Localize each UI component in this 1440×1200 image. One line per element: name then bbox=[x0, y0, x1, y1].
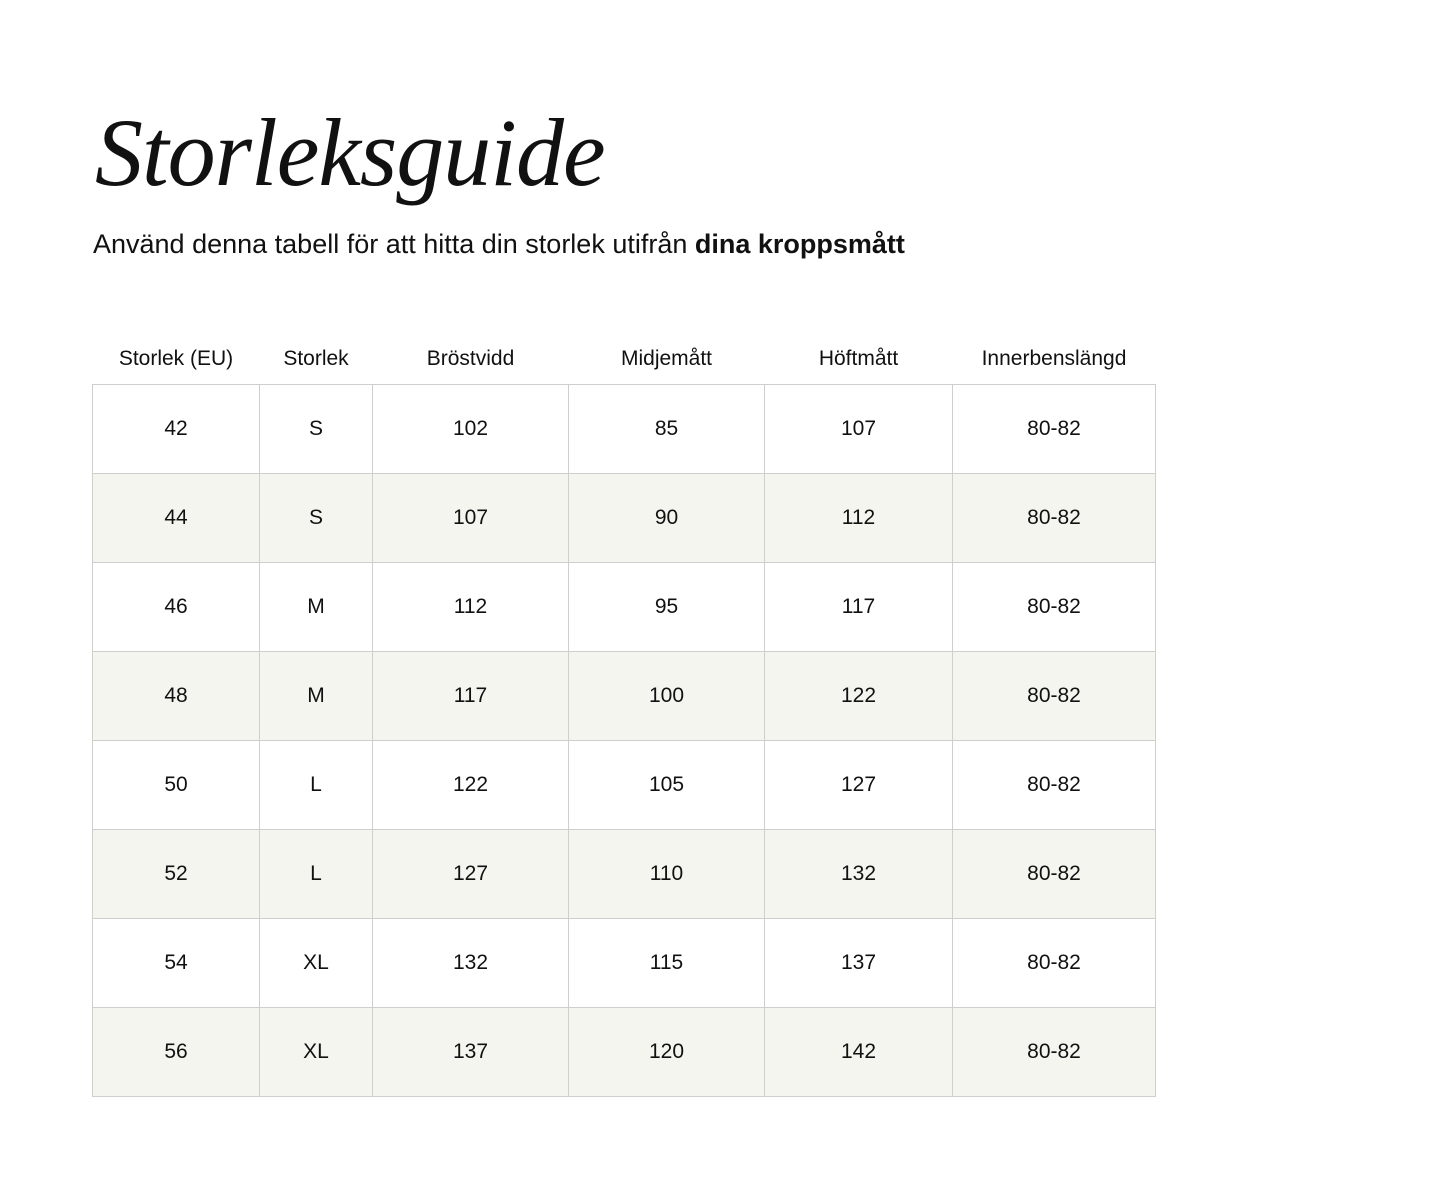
table-row: 44 S 107 90 112 80-82 bbox=[92, 473, 1156, 563]
table-cell: 95 bbox=[568, 562, 765, 652]
table-cell: M bbox=[259, 562, 373, 652]
table-cell: 90 bbox=[568, 473, 765, 563]
table-cell: 107 bbox=[764, 384, 953, 474]
table-cell: 80-82 bbox=[952, 740, 1156, 830]
table-cell: L bbox=[259, 829, 373, 919]
table-cell: 122 bbox=[764, 651, 953, 741]
size-table: Storlek (EU) Storlek Bröstvidd Midjemått Höf… bbox=[92, 334, 1156, 1097]
column-header: Bröstvidd bbox=[426, 347, 515, 370]
table-cell: 102 bbox=[372, 384, 569, 474]
table-row: 48 M 117 100 122 80-82 bbox=[92, 651, 1156, 741]
table-cell: 117 bbox=[372, 651, 569, 741]
table-cell: 54 bbox=[92, 918, 260, 1008]
subtitle-bold: dina kroppsmått bbox=[694, 229, 905, 259]
table-cell: 107 bbox=[372, 473, 569, 563]
table-cell: XL bbox=[259, 918, 373, 1008]
table-row: 56 XL 137 120 142 80-82 bbox=[92, 1007, 1156, 1097]
table-cell: 48 bbox=[92, 651, 260, 741]
table-cell: 80-82 bbox=[952, 384, 1156, 474]
table-cell: 132 bbox=[372, 918, 569, 1008]
column-header: Midjemått bbox=[620, 347, 713, 370]
table-cell: 42 bbox=[92, 384, 260, 474]
table-cell: 112 bbox=[764, 473, 953, 563]
column-header: Storlek bbox=[283, 347, 349, 370]
subtitle: Använd denna tabell för att hitta din st… bbox=[93, 226, 905, 262]
table-cell: 100 bbox=[568, 651, 765, 741]
table-cell: 137 bbox=[372, 1007, 569, 1097]
table-cell: 122 bbox=[372, 740, 569, 830]
table-row: 52 L 127 110 132 80-82 bbox=[92, 829, 1156, 919]
column-header: Innerbenslängd bbox=[981, 347, 1127, 370]
table-cell: 132 bbox=[764, 829, 953, 919]
table-cell: 112 bbox=[372, 562, 569, 652]
table-cell: 120 bbox=[568, 1007, 765, 1097]
table-cell: S bbox=[259, 384, 373, 474]
table-cell: L bbox=[259, 740, 373, 830]
table-header-row: Storlek (EU) Storlek Bröstvidd Midjemått Höf… bbox=[93, 334, 1156, 385]
table-cell: 117 bbox=[764, 562, 953, 652]
table-cell: 56 bbox=[92, 1007, 260, 1097]
table-cell: 142 bbox=[764, 1007, 953, 1097]
table-cell: 137 bbox=[764, 918, 953, 1008]
table-cell: 115 bbox=[568, 918, 765, 1008]
table-cell: 127 bbox=[764, 740, 953, 830]
column-header: Storlek (EU) bbox=[118, 347, 234, 370]
page-title: Storleksguide bbox=[95, 99, 606, 206]
table-cell: XL bbox=[259, 1007, 373, 1097]
table-cell: 85 bbox=[568, 384, 765, 474]
table-row: 46 M 112 95 117 80-82 bbox=[92, 562, 1156, 652]
table-cell: 80-82 bbox=[952, 918, 1156, 1008]
table-row: 50 L 122 105 127 80-82 bbox=[92, 740, 1156, 830]
table-cell: S bbox=[259, 473, 373, 563]
table-cell: 80-82 bbox=[952, 829, 1156, 919]
table-cell: 46 bbox=[92, 562, 260, 652]
table-cell: 80-82 bbox=[952, 473, 1156, 563]
table-cell: 52 bbox=[92, 829, 260, 919]
subtitle-text: Använd denna tabell för att hitta din st… bbox=[93, 229, 695, 259]
table-cell: 110 bbox=[568, 829, 765, 919]
table-cell: 80-82 bbox=[952, 562, 1156, 652]
table-row: 42 S 102 85 107 80-82 bbox=[92, 384, 1156, 474]
table-cell: 105 bbox=[568, 740, 765, 830]
table-cell: 127 bbox=[372, 829, 569, 919]
column-header: Höftmått bbox=[818, 347, 899, 370]
table-cell: M bbox=[259, 651, 373, 741]
table-cell: 44 bbox=[92, 473, 260, 563]
table-row: 54 XL 132 115 137 80-82 bbox=[92, 918, 1156, 1008]
table-cell: 50 bbox=[92, 740, 260, 830]
table-cell: 80-82 bbox=[952, 1007, 1156, 1097]
table-cell: 80-82 bbox=[952, 651, 1156, 741]
